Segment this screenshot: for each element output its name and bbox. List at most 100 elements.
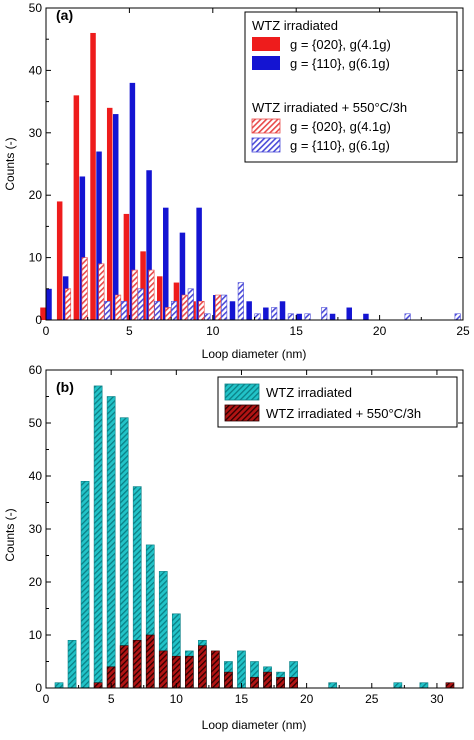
panel-a-y-tick-label: 50 xyxy=(29,1,43,15)
panel-a-bar xyxy=(163,207,169,320)
panel-a-bar xyxy=(129,82,136,320)
panel-a-legend: WTZ irradiated g = {020}, g(4.1g) g = {1… xyxy=(244,11,458,163)
panel-a-bar xyxy=(237,282,244,321)
panel-a-bar xyxy=(263,307,269,320)
panel-a-bar xyxy=(121,300,128,321)
legend-b-swatch-2 xyxy=(224,404,260,422)
panel-b-bar xyxy=(276,677,285,689)
panel-a-bar xyxy=(215,294,222,321)
panel-b-bar xyxy=(289,677,298,689)
panel-a-x-tick-label: 15 xyxy=(290,324,304,338)
panel-a-bar xyxy=(304,313,311,321)
panel-b-bar xyxy=(67,639,77,689)
panel-a-bar xyxy=(79,176,86,320)
panel-b-x-tick-label: 20 xyxy=(300,692,314,706)
panel-a-bar xyxy=(140,251,146,320)
panel-b-bar xyxy=(419,682,429,689)
panel-b-bar xyxy=(250,677,259,689)
panel-b-x-tick-label: 30 xyxy=(430,692,444,706)
panel-b-bar xyxy=(393,682,403,689)
panel-a-x-tick-label: 20 xyxy=(373,324,387,338)
panel-a-bar xyxy=(165,307,172,321)
panel-a-y-tick-label: 30 xyxy=(29,126,43,140)
legend-a-label-2: g = {110}, g(6.1g) xyxy=(290,56,390,71)
legend-a-label-1: g = {020}, g(4.1g) xyxy=(290,37,391,52)
panel-b-bar xyxy=(263,671,272,689)
panel-b-bar xyxy=(106,396,116,689)
panel-a-bar xyxy=(279,301,286,320)
panel-b-bar xyxy=(119,645,129,689)
panel-a-y-tick-label: 40 xyxy=(29,63,43,77)
panel-b-y-tick-label: 50 xyxy=(29,416,43,430)
panel-a-bar xyxy=(204,313,211,321)
panel-a-xlabel: Loop diameter (nm) xyxy=(202,347,307,361)
legend-a-label-4: g = {110}, g(6.1g) xyxy=(290,138,390,153)
panel-b-bar xyxy=(185,655,194,689)
panel-b-bar xyxy=(328,682,338,689)
panel-a-y-tick-label: 0 xyxy=(35,313,42,327)
legend-a-swatch-2 xyxy=(252,56,280,70)
panel-a-bar xyxy=(187,288,194,321)
panel-a-bar xyxy=(73,95,80,320)
panel-a-bar xyxy=(363,313,369,320)
panel-a-y-tick-label: 20 xyxy=(29,188,43,202)
panel-a-x-tick-label: 10 xyxy=(206,324,220,338)
panel-a-label: (a) xyxy=(56,7,73,23)
panel-b-y-tick-label: 0 xyxy=(35,681,42,695)
panel-b-y-tick-label: 40 xyxy=(29,469,43,483)
panel-a-bar xyxy=(56,201,63,320)
panel-a-bar xyxy=(148,269,155,321)
panel-a-bar xyxy=(137,288,144,321)
panel-a-bar xyxy=(221,294,228,321)
panel-a-bar xyxy=(115,294,122,321)
legend-b-label-2: WTZ irradiated + 550°C/3h xyxy=(266,406,421,421)
panel-a-bar xyxy=(98,263,105,321)
panel-a-bar xyxy=(404,313,411,321)
legend-a-swatch-4 xyxy=(251,137,281,153)
panel-b-y-tick-label: 10 xyxy=(29,628,43,642)
panel-a-bar xyxy=(346,307,352,320)
panel-a-bar xyxy=(154,300,161,321)
panel-a-bar xyxy=(146,170,152,320)
legend-a-swatch-1 xyxy=(252,37,280,51)
panel-b-x-tick-label: 25 xyxy=(365,692,379,706)
panel-a-x-tick-label: 5 xyxy=(126,324,133,338)
panel-a-y-tick-label: 10 xyxy=(29,251,43,265)
panel-b-bar xyxy=(132,639,142,689)
panel-b-x-tick-label: 0 xyxy=(43,692,50,706)
panel-a-bar xyxy=(90,32,96,321)
panel-a-bar xyxy=(123,213,130,320)
panel-a-bar xyxy=(104,300,111,321)
panel-a-bar xyxy=(64,288,72,321)
panel-b-bar xyxy=(158,650,168,689)
panel-a-bar xyxy=(157,276,163,320)
panel-b-xlabel: Loop diameter (nm) xyxy=(202,718,307,732)
panel-a-bar xyxy=(96,151,102,320)
panel-b-y-tick-label: 30 xyxy=(29,522,43,536)
panel-b-series-1 xyxy=(54,385,429,689)
plot-layer: 0 5 10 15 20 25 0 10 20 30 40 50 0 5 10 15 20 25 30 0 10 20 30… xyxy=(29,1,470,706)
legend-b-swatch-1 xyxy=(224,383,260,401)
panel-b-bar xyxy=(145,634,155,689)
panel-a-bar xyxy=(454,313,461,321)
panel-a-bar xyxy=(106,107,113,320)
legend-a-swatch-3 xyxy=(251,118,281,134)
panel-a-series-4 xyxy=(104,282,461,321)
panel-a-bar xyxy=(271,307,278,321)
panel-b-y-tick-label: 60 xyxy=(29,363,43,377)
panel-b-ylabel: Counts (-) xyxy=(3,508,17,561)
panel-b-x-tick-label: 5 xyxy=(108,692,115,706)
panel-b-x-tick-label: 15 xyxy=(235,692,249,706)
panel-a-bar xyxy=(287,313,294,321)
panel-a-legend-frame xyxy=(244,11,458,163)
panel-a-bar xyxy=(179,232,186,320)
legend-a-group-2-title: WTZ irradiated + 550°C/3h xyxy=(252,100,407,115)
panel-b-bar xyxy=(80,480,90,689)
panel-b-label: (b) xyxy=(56,379,74,395)
panel-a-bar xyxy=(181,294,188,321)
panel-a-x-tick-label: 25 xyxy=(456,324,470,338)
panel-a-bar xyxy=(329,313,336,320)
panel-a-bar xyxy=(321,307,328,321)
panel-b-bar xyxy=(445,682,455,689)
